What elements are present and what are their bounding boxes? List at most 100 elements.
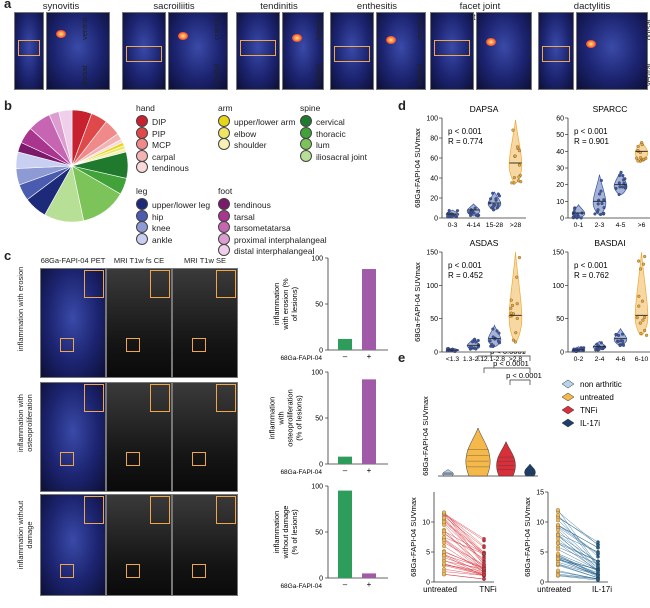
post-point [596,573,600,577]
y-tick-label: 0 [540,580,544,587]
pet-detail-image [376,12,426,90]
y-axis-label: inflammationwith erosion (%of lesions) [272,278,299,331]
pet-image [40,494,106,596]
pet-detail-image [168,12,228,90]
data-point [645,333,649,337]
data-point [602,211,606,215]
data-point [602,198,606,202]
y-tick-label: 100 [311,484,323,491]
legend-label: distal interphalangeal [234,246,315,256]
inset-box [84,270,104,298]
paired-line [443,550,485,570]
post-point [482,573,486,577]
data-point [447,208,451,213]
x-tick-label: 6-10 [635,356,649,363]
paired-line [557,517,599,543]
legend-item: hip [136,209,164,222]
paired-line [557,534,599,562]
data-point [643,315,647,319]
data-point [510,181,514,185]
data-point [470,345,474,350]
post-point [482,545,486,550]
data-point [491,327,495,331]
legend-swatch [300,149,312,162]
roi-box [192,564,206,578]
post-point [482,537,486,541]
data-point [618,173,622,177]
data-point [573,207,577,211]
uptake-hotspot [486,38,496,46]
data-point [599,189,603,193]
legend-item: lum [300,138,330,150]
data-point [638,321,642,325]
legend-swatch [561,418,575,428]
data-point [467,211,471,215]
pre-point [442,515,446,520]
paired-line [443,513,485,539]
paired-line [557,553,599,572]
roi-box [240,40,276,56]
data-point [641,262,646,266]
data-point [511,128,515,132]
legend-label: hip [152,211,164,222]
y-tick-label: 50 [556,316,564,323]
paired-line [443,571,485,576]
bar-neg [338,490,352,578]
legend-item: upper/lower leg [136,198,210,210]
paired-line [557,559,599,570]
y-axis-label: 68Ga-FAPI-04 SUVmax [409,497,418,577]
pet-image [430,12,474,90]
data-point [469,213,473,218]
paired-line [557,514,599,568]
x-tick-label: 4-5 [616,222,626,229]
roi-box [192,452,206,466]
legend-label: IL-17i [580,419,600,428]
post-point [596,563,600,568]
stat-annotation: p < 0.001 [448,261,482,270]
paired-line [557,565,599,579]
paired-line [443,554,485,569]
data-point [579,216,583,220]
legend-swatch [218,198,230,210]
data-point [636,144,640,149]
y-tick-label: 40 [430,176,438,183]
pet-image [330,12,374,90]
data-point [621,343,626,347]
x-tick-label: 2.1-2.8 [484,356,505,363]
y-tick-label: 50 [315,530,323,537]
legend-item: upper/lower arm [218,115,295,127]
data-point [621,185,625,189]
paired-line [557,538,599,572]
y-tick-label: 150 [552,250,564,257]
data-point [636,159,640,163]
data-point [498,341,502,345]
legend-label: proximal interphalangeal [234,234,327,245]
pre-point [442,572,446,577]
x-tick-label: 15-28 [486,222,504,229]
orientation-label-bottom: caudal [212,63,221,86]
orientation-label-bottom: ventral [415,63,424,86]
data-point [641,318,645,322]
data-point [491,191,495,195]
data-point [515,275,519,279]
data-point [489,197,493,201]
data-point [491,335,495,339]
orientation-label-bottom: medial [314,63,323,86]
pet-image [236,12,280,90]
violin-2 [496,440,516,477]
legend-swatch [218,244,230,256]
legend-label: tendinous [234,200,271,210]
pre-point [556,541,560,546]
data-point [637,294,641,298]
x-tick-label: – [343,580,348,589]
bar-charts: 0 50 100 – +68Ga-FAPI-04 inflammationwith ero… [268,256,388,590]
legend-item: iliosacral joint [300,149,367,162]
row-label: inflammation with erosion [16,266,25,352]
x-tick-label: TNFi [479,585,497,594]
legend-swatch [136,221,148,233]
legend-label: DIP [152,117,167,127]
data-point [494,197,498,201]
pre-point [556,562,560,566]
y-tick-label: 15 [536,490,544,497]
data-point [473,206,477,210]
